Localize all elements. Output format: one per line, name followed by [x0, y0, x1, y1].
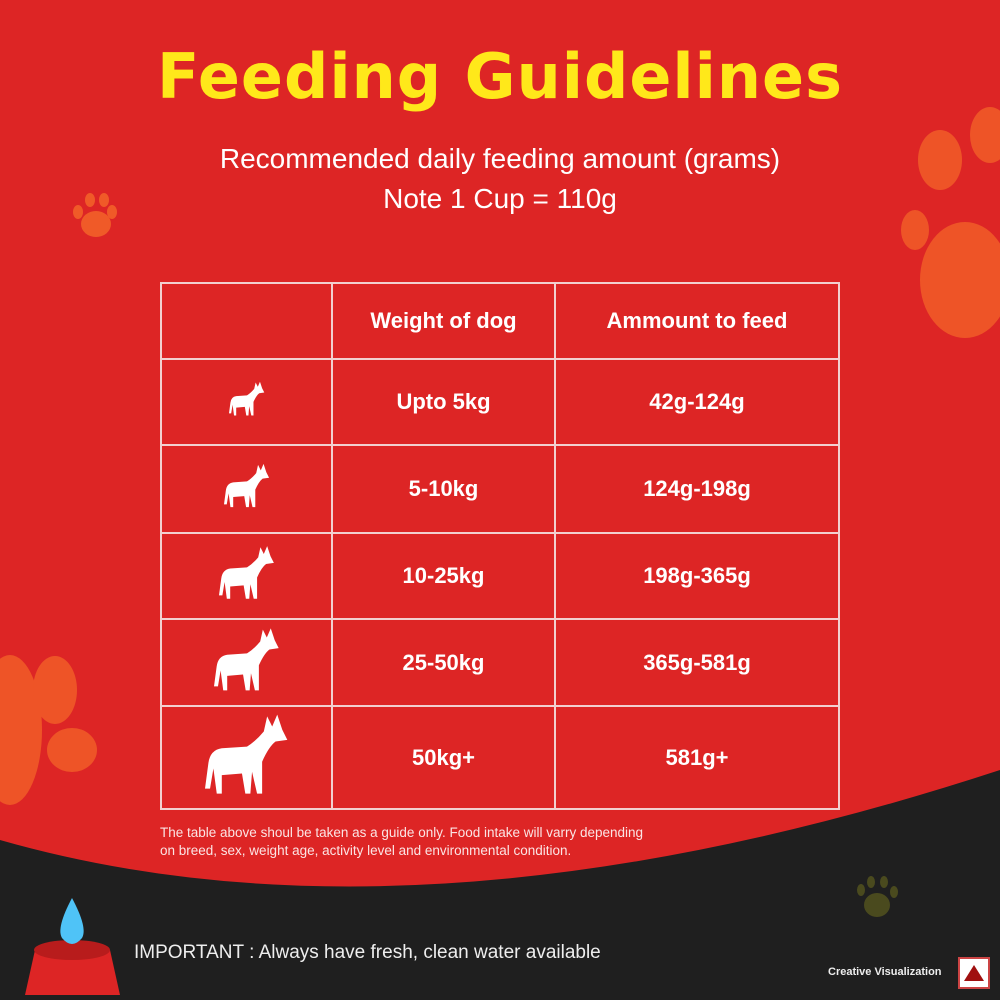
table-row: 10-25kg 198g-365g — [160, 532, 840, 620]
weight-cell: Upto 5kg — [331, 358, 556, 446]
cup-note: Note 1 Cup = 110g — [383, 183, 617, 214]
credit-text: Creative Visualization — [828, 966, 942, 978]
disclaimer: The table above shoul be taken as a guid… — [160, 824, 643, 860]
weight-cell: 25-50kg — [331, 618, 556, 707]
important-note: IMPORTANT : Always have fresh, clean wat… — [134, 942, 601, 963]
feeding-table: Weight of dog Ammount to feed Upto 5kg 4… — [160, 282, 840, 810]
disclaimer-line: on breed, sex, weight age, activity leve… — [160, 843, 572, 858]
amount-cell: 365g-581g — [554, 618, 840, 707]
dog-icon — [160, 444, 333, 534]
subtitle: Recommended daily feeding amount (grams) — [219, 143, 781, 174]
weight-cell: 10-25kg — [331, 532, 556, 620]
dog-icon — [160, 618, 333, 707]
logo-icon — [958, 957, 990, 989]
dog-icon — [160, 532, 333, 620]
weight-cell: 5-10kg — [331, 444, 556, 534]
disclaimer-line: The table above shoul be taken as a guid… — [160, 825, 644, 840]
table-header-row: Weight of dog Ammount to feed — [160, 282, 840, 360]
amount-cell: 124g-198g — [554, 444, 840, 534]
header-cell — [160, 282, 333, 360]
paw-icon — [857, 876, 898, 917]
header-cell: Weight of dog — [331, 282, 556, 360]
paw-icon — [901, 107, 1000, 338]
table-row: 25-50kg 365g-581g — [160, 618, 840, 707]
amount-cell: 42g-124g — [554, 358, 840, 446]
table-row: 5-10kg 124g-198g — [160, 444, 840, 534]
table-row: Upto 5kg 42g-124g — [160, 358, 840, 446]
amount-cell: 198g-365g — [554, 532, 840, 620]
page-title: Feeding Guidelines — [157, 40, 843, 113]
header-cell: Ammount to feed — [554, 282, 840, 360]
paw-icon — [0, 655, 97, 805]
water-bowl-icon — [25, 898, 120, 995]
dog-icon — [160, 705, 333, 810]
paw-icon — [73, 193, 117, 237]
dog-icon — [160, 358, 333, 446]
weight-cell: 50kg+ — [331, 705, 556, 810]
table-row: 50kg+ 581g+ — [160, 705, 840, 810]
amount-cell: 581g+ — [554, 705, 840, 810]
